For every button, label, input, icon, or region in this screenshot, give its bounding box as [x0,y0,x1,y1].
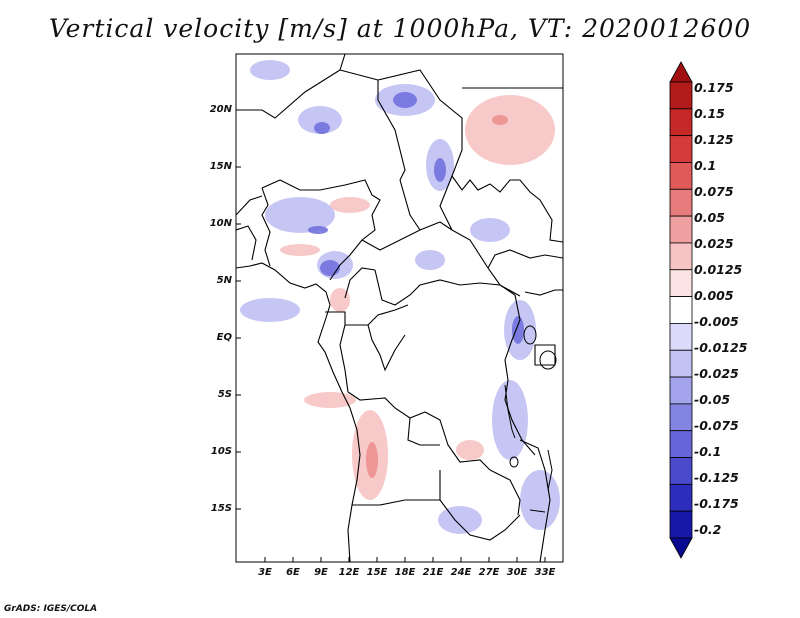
lat-label-5s: 5S [217,389,232,400]
lat-label-eq: EQ [216,332,232,343]
colorbar-label: -0.0125 [694,340,748,355]
lat-label-15n: 15N [209,161,232,172]
colorbar-label: -0.1 [694,444,722,459]
lon-label-15e: 15E [366,567,388,578]
colorbar-label: 0.1 [694,158,717,173]
lon-label-9e: 9E [314,567,328,578]
colorbar-box [669,242,693,271]
lon-label-27e: 27E [478,567,500,578]
lon-label-12e: 12E [338,567,360,578]
negative-velocity-patches [240,60,560,534]
lon-ticks [264,557,546,562]
lon-label-21e: 21E [422,567,444,578]
colorbar-box [669,162,693,190]
colorbar-box [669,188,693,217]
lat-ticks [236,109,241,510]
colorbar-box [669,296,693,324]
lon-label-3e: 3E [258,567,272,578]
colorbar-label: -0.005 [694,314,739,329]
colorbar-label: 0.175 [694,80,734,95]
colorbar-box [669,457,693,485]
colorbar-box [669,483,693,512]
colorbar-label: 0.025 [694,236,734,251]
colorbar-label: -0.175 [694,496,739,511]
colorbar-box [669,323,693,351]
colorbar-box [669,135,693,163]
colorbar-boxes [669,81,693,539]
velocity-field [236,54,563,562]
colorbar-box [669,510,693,539]
colorbar-box [669,108,693,137]
colorbar-box [669,81,693,110]
colorbar-box [669,430,693,458]
colorbar-label: 0.05 [694,210,725,225]
colorbar-box [669,403,693,432]
lon-label-18e: 18E [394,567,416,578]
colorbar-label: 0.125 [694,132,734,147]
colorbar-top-triangle [669,61,693,83]
strong-positive-patches [366,115,508,478]
lat-label-20n: 20N [209,104,232,115]
colorbar-label: -0.025 [694,366,739,381]
lon-label-33e: 33E [534,567,556,578]
colorbar-label: 0.15 [694,106,725,121]
lat-label-5n: 5N [216,275,232,286]
colorbar-label: -0.2 [694,522,722,537]
lat-label-15s: 15S [210,503,232,514]
colorbar-bottom-triangle [669,537,693,559]
plot-title: Vertical velocity [m/s] at 1000hPa, VT: … [48,14,752,43]
colorbar-box [669,269,693,297]
lat-label-10s: 10S [210,446,232,457]
colorbar-label: -0.05 [694,392,731,407]
lon-label-30e: 30E [506,567,528,578]
colorbar-box [669,215,693,244]
lon-label-24e: 24E [450,567,472,578]
colorbar-label: 0.005 [694,288,734,303]
colorbar-label: 0.0125 [694,262,743,277]
colorbar-label: -0.125 [694,470,739,485]
colorbar-box [669,349,693,378]
colorbar-label: -0.075 [694,418,739,433]
strong-negative-patches [308,92,524,344]
lat-label-10n: 10N [209,218,232,229]
lon-label-6e: 6E [286,567,300,578]
map-frame [235,53,564,563]
software-credit: GrADS: IGES/COLA [4,604,98,614]
country-borders [236,54,563,562]
lakes [504,325,557,513]
colorbar-label: 0.075 [694,184,734,199]
colorbar-box [669,376,693,405]
colorbar [669,61,693,559]
